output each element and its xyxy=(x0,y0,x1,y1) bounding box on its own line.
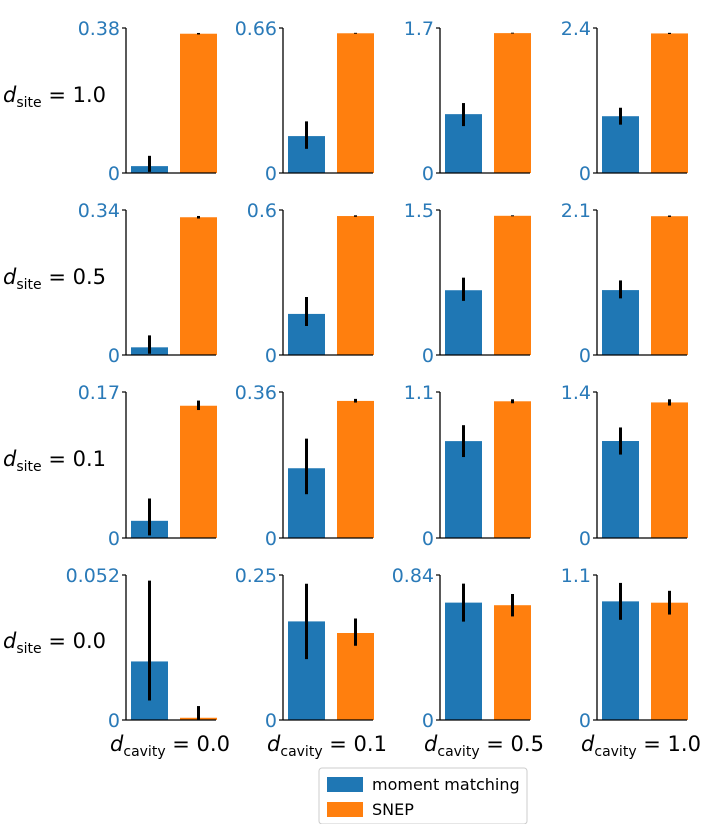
y-tick-label-max-r2-c1: 0.36 xyxy=(235,382,277,404)
bar-snep-r2-c3 xyxy=(651,402,688,538)
y-tick-label-max-r2-c0: 0.17 xyxy=(78,382,120,404)
y-tick-label-max-r1-c0: 0.34 xyxy=(78,200,120,222)
bar-moment-matching-r1-c3 xyxy=(602,290,639,355)
bar-snep-r3-c1 xyxy=(337,633,374,720)
y-tick-label-zero-r3-c3: 0 xyxy=(579,710,591,732)
y-tick-label-max-r2-c2: 1.1 xyxy=(404,382,434,404)
row-label-1: dsite = 0.5 xyxy=(3,265,106,293)
legend-frame xyxy=(318,767,528,824)
column-label-2: dcavity = 0.5 xyxy=(424,732,544,760)
panel-r2-c1: 0.36 0 xyxy=(235,382,374,550)
y-tick-label-zero-r2-c3: 0 xyxy=(579,528,591,550)
bar-moment-matching-r3-c2 xyxy=(445,602,482,720)
bar-snep-r3-c2 xyxy=(494,605,531,720)
y-tick-label-zero-r3-c2: 0 xyxy=(422,710,434,732)
bar-snep-r1-c3 xyxy=(651,216,688,355)
bar-snep-r0-c3 xyxy=(651,33,688,173)
row-label-2: dsite = 0.1 xyxy=(3,447,106,475)
panel-r0-c1: 0.66 0 xyxy=(235,18,374,185)
y-tick-label-max-r1-c3: 2.1 xyxy=(561,200,591,222)
panel-r1-c2: 1.50 xyxy=(404,200,531,367)
column-label-0: dcavity = 0.0 xyxy=(110,732,230,760)
panel-r2-c3: 1.40 xyxy=(561,382,688,550)
y-tick-label-zero-r1-c3: 0 xyxy=(579,345,591,367)
bar-moment-matching-r3-c3 xyxy=(602,601,639,720)
panel-r3-c0: 0.052 0 xyxy=(66,565,217,732)
y-tick-label-max-r0-c3: 2.4 xyxy=(561,18,591,40)
bar-moment-matching-r0-c3 xyxy=(602,116,639,173)
y-tick-label-max-r3-c1: 0.25 xyxy=(235,565,277,587)
bar-moment-matching-r2-c3 xyxy=(602,441,639,538)
y-tick-label-max-r1-c2: 1.5 xyxy=(404,200,434,222)
legend-label-snep: SNEP xyxy=(372,800,414,819)
row-label-0: dsite = 1.0 xyxy=(3,83,106,111)
panel-r1-c0: 0.34 0 xyxy=(78,200,217,367)
y-tick-label-max-r3-c3: 1.1 xyxy=(561,565,591,587)
y-tick-label-max-r0-c0: 0.38 xyxy=(78,18,120,40)
legend-swatch-snep xyxy=(327,802,363,817)
bar-snep-r1-c2 xyxy=(494,215,531,355)
legend-label-moment-matching: moment matching xyxy=(372,775,520,794)
bar-snep-r0-c1 xyxy=(337,33,374,173)
y-tick-label-zero-r0-c3: 0 xyxy=(579,163,591,185)
bar-snep-r2-c2 xyxy=(494,401,531,538)
y-tick-label-zero-r3-c1: 0 xyxy=(265,710,277,732)
bar-snep-r0-c2 xyxy=(494,33,531,173)
bar-moment-matching-r1-c2 xyxy=(445,290,482,355)
bar-moment-matching-r2-c2 xyxy=(445,441,482,538)
bar-snep-r1-c1 xyxy=(337,216,374,355)
panel-r3-c2: 0.84 0 xyxy=(392,565,531,732)
y-tick-label-zero-r1-c0: 0 xyxy=(108,345,120,367)
panel-r3-c3: 1.10 xyxy=(561,565,688,732)
bar-snep-r3-c3 xyxy=(651,602,688,720)
bar-snep-r2-c1 xyxy=(337,400,374,538)
y-tick-label-zero-r0-c0: 0 xyxy=(108,163,120,185)
panel-r2-c2: 1.10 xyxy=(404,382,531,550)
panel-r0-c3: 2.40 xyxy=(561,18,688,185)
y-tick-label-zero-r0-c2: 0 xyxy=(422,163,434,185)
column-labels: dcavity = 0.0 dcavity = 0.1 dcavity = 0.5 d… xyxy=(110,732,701,760)
y-tick-label-zero-r1-c2: 0 xyxy=(422,345,434,367)
panel-r1-c3: 2.10 xyxy=(561,200,688,367)
legend-swatch-moment-matching xyxy=(327,777,363,792)
panel-grid: 0.3800.6601.702.400.3400.601.502.100.170… xyxy=(66,18,688,732)
y-tick-label-zero-r3-c0: 0 xyxy=(108,710,120,732)
y-tick-label-zero-r0-c1: 0 xyxy=(265,163,277,185)
y-tick-label-max-r0-c1: 0.66 xyxy=(235,18,277,40)
row-label-3: dsite = 0.0 xyxy=(3,629,106,657)
y-tick-label-max-r1-c1: 0.6 xyxy=(247,200,277,222)
bar-snep-r1-c0 xyxy=(180,217,217,355)
panel-r1-c1: 0.60 xyxy=(247,200,374,367)
row-labels: dsite = 1.0 dsite = 0.5 dsite = 0.1 dsite =… xyxy=(3,83,106,657)
y-tick-label-zero-r1-c1: 0 xyxy=(265,345,277,367)
y-tick-label-max-r3-c0: 0.052 xyxy=(66,565,120,587)
panel-r0-c0: 0.38 0 xyxy=(78,18,217,185)
y-tick-label-max-r2-c3: 1.4 xyxy=(561,382,591,404)
panel-r3-c1: 0.25 0 xyxy=(235,565,374,732)
bar-snep-r2-c0 xyxy=(180,405,217,538)
panel-r0-c2: 1.70 xyxy=(404,18,531,185)
panel-r2-c0: 0.17 0 xyxy=(78,382,217,550)
column-label-1: dcavity = 0.1 xyxy=(267,732,387,760)
y-tick-label-zero-r2-c2: 0 xyxy=(422,528,434,550)
column-label-3: dcavity = 1.0 xyxy=(581,732,701,760)
y-tick-label-zero-r2-c0: 0 xyxy=(108,528,120,550)
legend: moment matching SNEP xyxy=(318,767,528,824)
y-tick-label-max-r0-c2: 1.7 xyxy=(404,18,434,40)
y-tick-label-max-r3-c2: 0.84 xyxy=(392,565,434,587)
bar-snep-r0-c0 xyxy=(180,33,217,174)
y-tick-label-zero-r2-c1: 0 xyxy=(265,528,277,550)
